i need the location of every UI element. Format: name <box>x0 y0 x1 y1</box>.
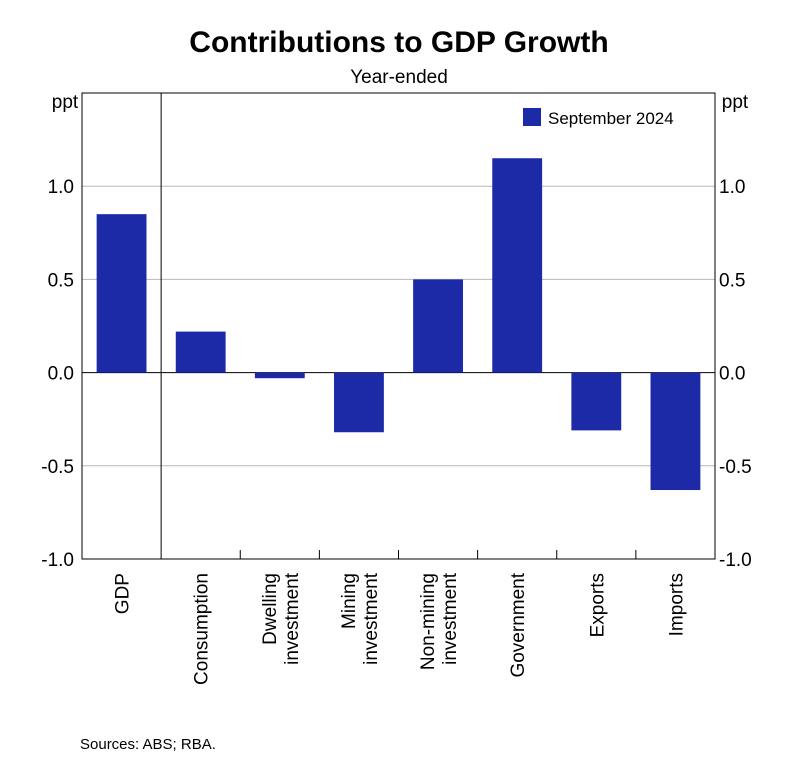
x-category-label: Mining <box>339 573 360 629</box>
y-tick-label-left: 0.5 <box>48 270 74 291</box>
y-tick-label-left: -0.5 <box>41 457 74 478</box>
x-category-label: Imports <box>666 573 687 636</box>
bar <box>492 158 543 373</box>
bar <box>650 372 701 491</box>
x-category-label: Government <box>508 572 529 677</box>
x-category-label: investment <box>282 572 303 665</box>
y-tick-label-right: -0.5 <box>719 457 752 478</box>
bar <box>413 279 463 373</box>
y-tick-label-left: -1.0 <box>41 550 74 571</box>
y-tick-label-left: 0.0 <box>48 364 74 385</box>
y-tick-label-right: -1.0 <box>719 550 752 571</box>
x-category-label: investment <box>440 572 461 665</box>
x-category-label: GDP <box>113 573 134 614</box>
x-category-label: Exports <box>587 573 608 637</box>
legend-swatch <box>523 108 541 126</box>
legend: September 2024 <box>523 108 674 128</box>
y-tick-label-right: 1.0 <box>719 177 745 198</box>
legend-label: September 2024 <box>548 109 674 128</box>
bar <box>334 372 384 433</box>
x-category-label: investment <box>361 572 382 665</box>
x-category-label: Consumption <box>192 573 213 685</box>
chart-subtitle: Year-ended <box>350 67 448 88</box>
x-category-label: Non-mining <box>418 573 439 670</box>
left-unit-label: ppt <box>52 92 79 113</box>
bars <box>96 158 701 491</box>
plot-frame <box>81 92 716 560</box>
bar <box>571 372 622 431</box>
y-tick-label-right: 0.0 <box>719 364 745 385</box>
tick-labels: -1.0 -1.0 -0.5 -0.5 0.0 0.0 0.5 0.5 1.0 1.0 <box>41 177 752 571</box>
y-tick-label-right: 0.5 <box>719 270 745 291</box>
source-note: Sources: ABS; RBA. <box>80 736 216 753</box>
chart-title: Contributions to GDP Growth <box>189 26 608 59</box>
right-unit-label: ppt <box>722 92 749 113</box>
bar <box>96 214 147 373</box>
category-labels: GDP Consumption Dwelling investment Mining in… <box>113 572 688 685</box>
y-tick-label-left: 1.0 <box>48 177 74 198</box>
bar <box>254 372 305 379</box>
bar <box>175 331 226 373</box>
axes <box>81 92 716 560</box>
x-category-label: Dwelling <box>260 573 281 645</box>
